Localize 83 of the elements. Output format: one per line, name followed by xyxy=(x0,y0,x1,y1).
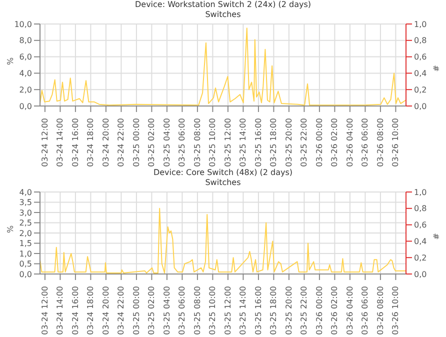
chart-title: Device: Workstation Switch 2 (24x) (2 days) xyxy=(134,0,312,10)
x-tick-label: 03-24 16:00 xyxy=(70,286,80,335)
x-tick-label: 03-25 00:00 xyxy=(132,286,141,335)
x-tick-label: 03-25 20:00 xyxy=(284,286,294,335)
y2-tick-label: 0,4 xyxy=(414,69,427,78)
x-tick-label: 03-25 18:00 xyxy=(269,118,278,167)
x-tick-label: 03-24 20:00 xyxy=(101,286,110,335)
y2-tick-label: 0,4 xyxy=(414,237,427,246)
x-tick-label: 03-26 10:00 xyxy=(391,118,400,167)
x-tick-label: 03-24 22:00 xyxy=(116,286,126,335)
y2-tick-label: 1,0 xyxy=(414,188,427,197)
x-tick-label: 03-24 22:00 xyxy=(116,118,126,167)
x-tick-label: 03-26 06:00 xyxy=(360,118,370,167)
x-tick-label: 03-24 12:00 xyxy=(40,286,50,335)
x-tick-label: 03-26 00:00 xyxy=(314,286,324,335)
x-tick-label: 03-26 10:00 xyxy=(391,286,400,335)
y2-tick-label: 0,6 xyxy=(414,52,427,62)
y-tick-label: 1,0 xyxy=(19,249,32,258)
y-tick-label: 2,0 xyxy=(19,85,32,94)
x-tick-label: 03-25 06:00 xyxy=(178,118,187,167)
x-tick-label: 03-25 12:00 xyxy=(223,286,232,335)
y-axis-title: % xyxy=(6,225,15,233)
x-tick-label: 03-25 04:00 xyxy=(162,286,172,335)
y2-tick-label: 0,8 xyxy=(414,204,427,214)
y-tick-label: 8,0 xyxy=(19,36,32,46)
x-tick-label: 03-25 22:00 xyxy=(300,286,309,335)
y2-tick-label: 0,2 xyxy=(414,85,427,94)
chart-title: Device: Core Switch (48x) (2 days) xyxy=(152,168,294,178)
x-tick-label: 03-24 16:00 xyxy=(70,118,80,167)
x-tick-label: 03-25 22:00 xyxy=(300,118,309,167)
y-tick-label: 4,0 xyxy=(19,188,32,197)
x-tick-label: 03-25 04:00 xyxy=(162,118,172,167)
y-tick-label: 3,5 xyxy=(19,198,32,208)
x-tick-label: 03-24 14:00 xyxy=(56,118,65,167)
y2-tick-label: 1,0 xyxy=(414,20,427,29)
x-tick-label: 03-25 14:00 xyxy=(238,286,248,335)
y-tick-label: 0,0 xyxy=(19,270,32,279)
x-tick-label: 03-25 14:00 xyxy=(238,118,248,167)
chart-subtitle: Switches xyxy=(204,178,242,188)
x-tick-label: 03-26 06:00 xyxy=(360,286,370,335)
x-tick-label: 03-24 14:00 xyxy=(56,286,65,335)
x-tick-label: 03-25 16:00 xyxy=(254,118,263,167)
x-tick-label: 03-24 20:00 xyxy=(101,118,110,167)
x-tick-label: 03-26 08:00 xyxy=(376,286,385,335)
y2-tick-label: 0,8 xyxy=(414,36,427,46)
y-tick-label: 4,0 xyxy=(19,69,32,78)
y2-tick-label: 0,6 xyxy=(414,220,427,230)
x-tick-label: 03-26 04:00 xyxy=(345,286,354,335)
x-tick-label: 03-25 18:00 xyxy=(269,286,278,335)
x-tick-label: 03-24 12:00 xyxy=(40,118,50,167)
x-tick-label: 03-25 10:00 xyxy=(208,118,218,167)
y2-axis-title: # xyxy=(432,232,441,240)
y-tick-label: 3,0 xyxy=(19,208,32,218)
y2-tick-label: 0,2 xyxy=(414,253,427,262)
x-tick-label: 03-26 02:00 xyxy=(330,286,340,335)
x-tick-label: 03-25 02:00 xyxy=(147,118,156,167)
x-tick-label: 03-25 08:00 xyxy=(192,118,202,167)
x-tick-label: 03-25 00:00 xyxy=(132,118,141,167)
y2-tick-label: 0,0 xyxy=(414,270,427,279)
y-tick-label: 0,5 xyxy=(19,260,32,269)
y-tick-label: 1,5 xyxy=(19,239,32,248)
y-tick-label: 2,0 xyxy=(19,228,32,238)
y-tick-label: 0,0 xyxy=(19,102,32,111)
x-tick-label: 03-24 18:00 xyxy=(86,118,96,167)
y-tick-label: 10,0 xyxy=(14,20,32,29)
x-tick-label: 03-25 16:00 xyxy=(254,286,263,335)
x-tick-label: 03-25 10:00 xyxy=(208,286,218,335)
x-tick-label: 03-26 02:00 xyxy=(330,118,340,167)
y-tick-label: 6,0 xyxy=(19,52,32,62)
x-tick-label: 03-26 00:00 xyxy=(314,118,324,167)
x-tick-label: 03-26 08:00 xyxy=(376,118,385,167)
x-tick-label: 03-25 06:00 xyxy=(178,286,187,335)
x-tick-label: 03-25 08:00 xyxy=(192,286,202,335)
x-tick-label: 03-25 20:00 xyxy=(284,118,294,167)
x-tick-label: 03-25 02:00 xyxy=(147,286,156,335)
y2-tick-label: 0,0 xyxy=(414,102,427,111)
chart-subtitle: Switches xyxy=(204,10,242,20)
x-tick-label: 03-24 18:00 xyxy=(86,286,96,335)
x-tick-label: 03-25 12:00 xyxy=(223,118,232,167)
y2-axis-title: # xyxy=(432,64,441,72)
y-axis-title: % xyxy=(6,57,15,65)
y-tick-label: 2,5 xyxy=(19,218,32,228)
x-tick-label: 03-26 04:00 xyxy=(345,118,354,167)
